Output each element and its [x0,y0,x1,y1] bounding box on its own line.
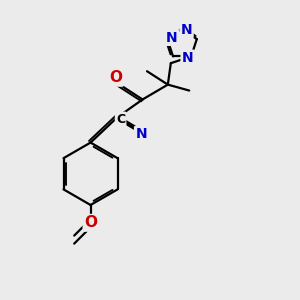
Text: N: N [135,127,147,141]
Text: N: N [166,31,178,45]
Text: C: C [116,113,125,126]
Text: O: O [109,70,122,85]
Text: N: N [181,23,192,37]
Text: N: N [182,51,194,65]
Text: O: O [84,215,97,230]
